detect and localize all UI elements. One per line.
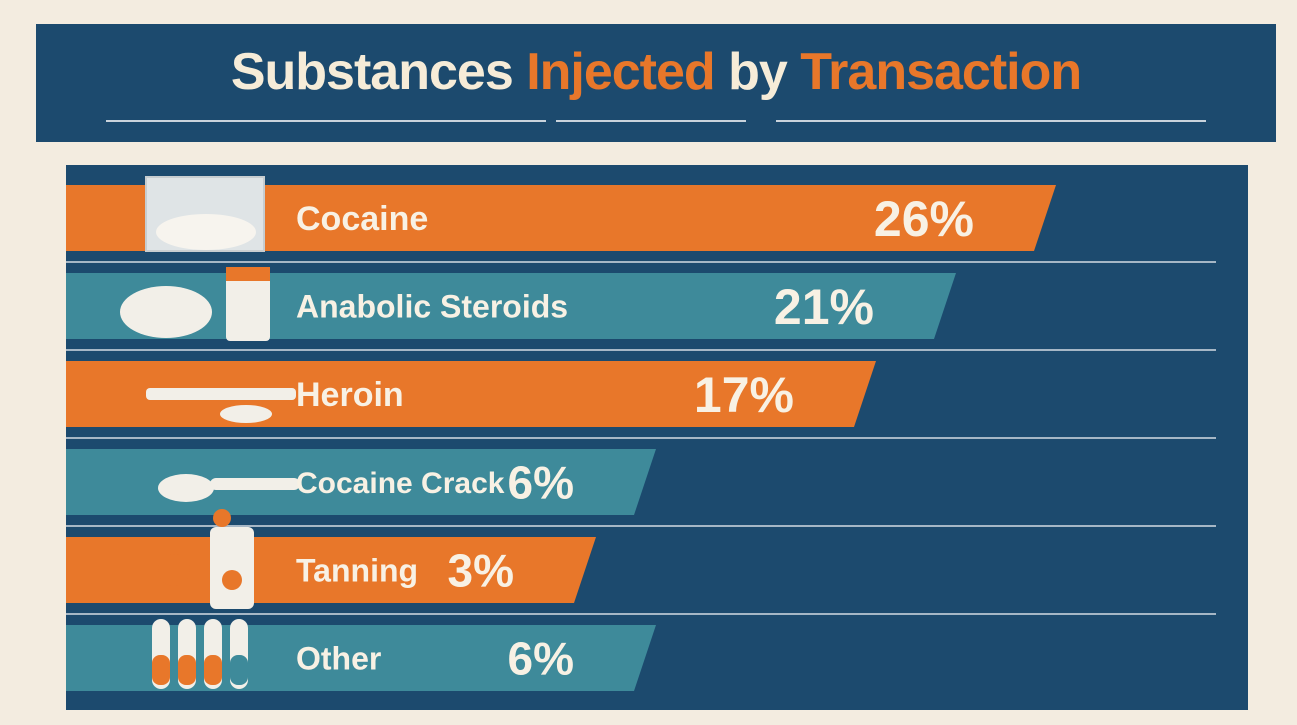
value-label: 3% bbox=[448, 545, 514, 597]
bar-row: Tanning 3% bbox=[66, 527, 1216, 615]
title-rule-left bbox=[106, 120, 546, 122]
bar bbox=[66, 537, 596, 603]
value-label: 26% bbox=[874, 191, 974, 247]
category-label: Cocaine bbox=[296, 200, 428, 238]
category-label: Tanning bbox=[296, 553, 418, 589]
value-label: 6% bbox=[508, 457, 574, 509]
bar-chart: Cocaine 26% Anabolic Steroids 21% Heroin 17% C… bbox=[66, 176, 1216, 691]
muscle-arm-bottle-icon bbox=[120, 267, 270, 341]
plot-area: Cocaine 26% Anabolic Steroids 21% Heroin 17% C… bbox=[66, 165, 1248, 710]
chart-title: Substances Injected by Transaction bbox=[36, 42, 1276, 102]
baggie-icon bbox=[145, 176, 265, 252]
sun-bottle-icon bbox=[158, 527, 254, 609]
cooking-spoon-icon bbox=[158, 474, 300, 527]
value-label: 6% bbox=[508, 633, 574, 685]
bar-row: Heroin 17% bbox=[66, 361, 1216, 439]
title-part-3: by bbox=[714, 43, 801, 101]
title-part-4: Transaction bbox=[800, 43, 1082, 101]
title-part-2: Injected bbox=[526, 43, 715, 101]
category-label: Heroin bbox=[296, 376, 404, 414]
test-tubes-icon bbox=[152, 619, 248, 689]
title-part-1: Substances bbox=[230, 43, 527, 101]
syringe-spoon-icon bbox=[146, 388, 296, 423]
title-banner: Substances Injected by Transaction bbox=[36, 24, 1276, 142]
category-label: Cocaine Crack bbox=[296, 467, 505, 500]
value-label: 21% bbox=[774, 279, 874, 335]
title-rule-middle bbox=[556, 120, 746, 122]
bar bbox=[66, 449, 656, 515]
category-label: Anabolic Steroids bbox=[296, 289, 568, 325]
bar-row: Cocaine 26% bbox=[66, 176, 1216, 263]
value-label: 17% bbox=[694, 367, 794, 423]
bar-row: Anabolic Steroids 21% bbox=[66, 267, 1216, 351]
bar-row: Cocaine Crack 6% bbox=[66, 449, 1216, 527]
bar bbox=[66, 185, 1056, 251]
bar-row: Other 6% bbox=[66, 619, 656, 691]
title-rule-right bbox=[776, 120, 1206, 122]
bar bbox=[66, 273, 956, 339]
category-label: Other bbox=[296, 641, 381, 677]
